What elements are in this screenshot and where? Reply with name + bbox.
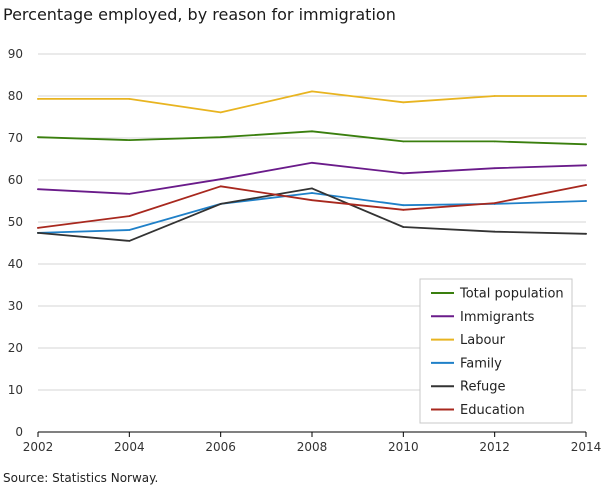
x-tick-label-2012: 2012 (479, 440, 510, 454)
y-tick-label-40: 40 (8, 257, 23, 271)
series-3-point-3 (311, 192, 313, 194)
x-axis (37, 431, 587, 437)
series-lines (37, 90, 587, 242)
series-5-point-1 (128, 215, 131, 218)
y-tick-label-20: 20 (8, 341, 23, 355)
series-1-point-4 (402, 172, 405, 175)
series-4-point-0 (37, 232, 39, 234)
series-3-point-1 (128, 229, 131, 231)
series-0-point-2 (219, 136, 222, 139)
x-tick-label-2004: 2004 (114, 440, 145, 454)
source-note: Source: Statistics Norway. (3, 471, 159, 485)
series-4-point-4 (402, 226, 405, 228)
x-tick-label-2006: 2006 (205, 440, 236, 454)
series-1-point-0 (37, 188, 39, 191)
series-4-point-2 (219, 203, 222, 205)
x-tick-labels: 2002 2004 2006 2008 2010 2012 2014 (23, 440, 602, 454)
series-0-point-4 (402, 140, 405, 143)
legend: Total population Immigrants Labour Family Re… (419, 278, 573, 424)
y-tick-label-10: 10 (8, 383, 23, 397)
series-0-point-5 (493, 140, 496, 143)
series-2-point-0 (37, 98, 39, 100)
series-2-point-4 (402, 101, 405, 104)
series-5-point-3 (311, 199, 313, 202)
series-2-point-6 (585, 95, 587, 97)
legend-label-3: Family (460, 356, 502, 371)
series-4-point-6 (585, 232, 587, 235)
series-5-point-5 (493, 202, 496, 205)
series-1-point-3 (311, 161, 313, 164)
series-1-point-5 (493, 167, 496, 170)
y-tick-label-30: 30 (8, 299, 23, 313)
x-tick-label-2014: 2014 (571, 440, 602, 454)
x-tick-label-2008: 2008 (297, 440, 328, 454)
series-line-2 (37, 90, 587, 114)
series-3-point-4 (402, 204, 405, 207)
series-4-point-1 (128, 240, 131, 242)
y-tick-labels: 0 10 20 30 40 50 60 70 80 90 (8, 47, 23, 439)
series-2-point-3 (311, 90, 313, 93)
legend-label-1: Immigrants (460, 310, 535, 325)
series-0-point-3 (311, 130, 313, 133)
legend-label-4: Refuge (460, 380, 506, 395)
y-tick-label-0: 0 (15, 425, 23, 439)
legend-label-0: Total population (459, 287, 564, 302)
y-tick-label-70: 70 (8, 131, 23, 145)
y-tick-label-90: 90 (8, 47, 23, 61)
series-0-point-0 (37, 136, 39, 139)
series-0-point-1 (128, 139, 131, 142)
series-4-point-3 (311, 187, 313, 190)
series-0-point-6 (585, 143, 587, 146)
series-5-point-2 (219, 185, 222, 188)
series-line-4 (37, 187, 587, 242)
x-tick-label-2002: 2002 (23, 440, 54, 454)
series-2-point-1 (128, 98, 131, 100)
series-2-point-2 (219, 111, 222, 114)
series-1-point-2 (219, 178, 222, 181)
series-line-5 (37, 184, 587, 229)
series-line-3 (37, 192, 587, 234)
series-1-point-6 (585, 164, 587, 167)
y-tick-label-50: 50 (8, 215, 23, 229)
series-5-point-6 (585, 184, 587, 186)
series-2-point-5 (493, 95, 496, 97)
legend-box (419, 278, 573, 424)
series-4-point-5 (493, 230, 496, 233)
series-5-point-4 (402, 208, 405, 211)
series-5-point-0 (37, 226, 39, 229)
x-tick-label-2010: 2010 (388, 440, 419, 454)
y-tick-label-80: 80 (8, 89, 23, 103)
series-3-point-6 (585, 200, 587, 202)
legend-label-5: Education (460, 403, 525, 418)
chart-title: Percentage employed, by reason for immig… (3, 5, 396, 24)
legend-label-2: Labour (460, 333, 506, 348)
y-tick-label-60: 60 (8, 173, 23, 187)
series-1-point-1 (128, 192, 131, 195)
